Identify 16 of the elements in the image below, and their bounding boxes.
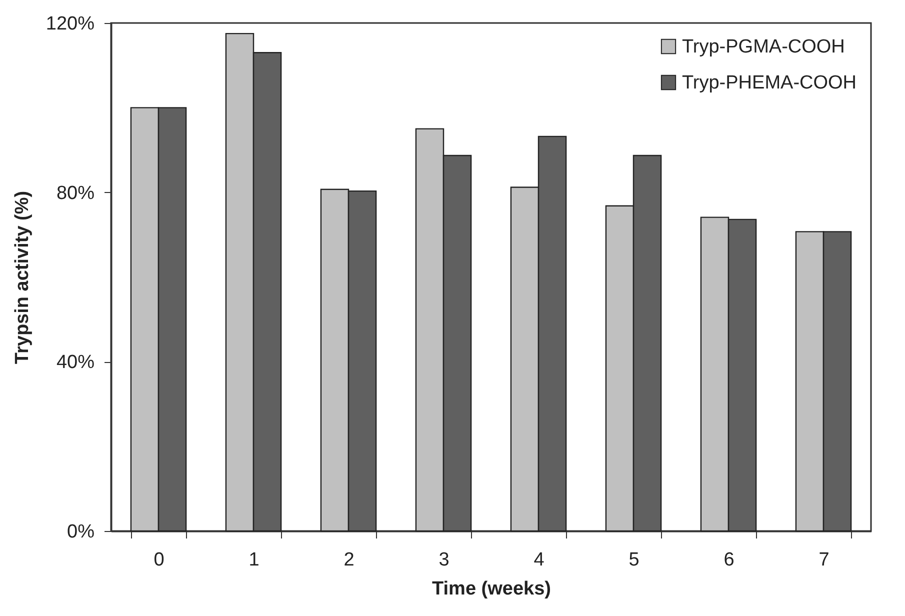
y-tick-label: 40%: [56, 352, 95, 374]
x-tick-label: 7: [818, 550, 830, 570]
x-tick-label: 2: [344, 550, 354, 570]
x-tick-label: 5: [628, 550, 640, 570]
y-tick-label: 120%: [46, 14, 95, 34]
y-tick-label: 0%: [67, 522, 95, 542]
legend-label: Tryp-PHEMA-COOH: [682, 72, 857, 94]
y-axis-title: Trypsin activity (%): [12, 190, 33, 364]
y-tick-label: 80%: [56, 182, 95, 204]
x-tick-label: 0: [154, 550, 164, 570]
legend-label: Tryp-PGMA-COOH: [682, 36, 845, 58]
x-tick-label: 6: [724, 550, 734, 570]
x-tick-label: 4: [534, 550, 545, 570]
x-tick-label: 3: [438, 550, 450, 570]
x-tick-label: 1: [248, 550, 260, 570]
x-axis-title: Time (weeks): [432, 578, 551, 600]
